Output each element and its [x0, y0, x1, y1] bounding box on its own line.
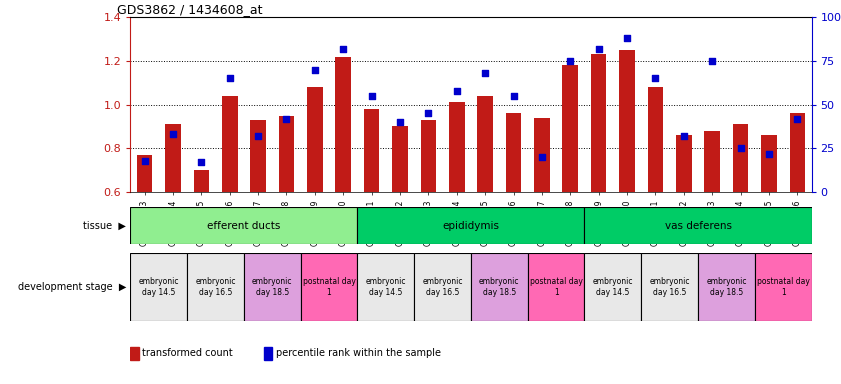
Bar — [264, 347, 272, 360]
Text: vas deferens: vas deferens — [664, 220, 732, 231]
Bar — [336, 56, 351, 192]
Bar — [591, 55, 606, 192]
Bar — [307, 87, 323, 192]
Point — [450, 88, 463, 94]
Bar — [357, 253, 414, 321]
Text: tissue  ▶: tissue ▶ — [83, 220, 126, 231]
Point — [677, 133, 690, 139]
Text: embryonic
day 14.5: embryonic day 14.5 — [593, 277, 633, 297]
Point — [194, 159, 208, 166]
Bar — [676, 135, 691, 192]
Point — [621, 35, 634, 41]
Point — [762, 151, 775, 157]
Point — [167, 131, 180, 137]
Bar — [584, 253, 641, 321]
Text: embryonic
day 14.5: embryonic day 14.5 — [366, 277, 406, 297]
Point — [138, 157, 151, 164]
Bar — [478, 96, 493, 192]
Text: postnatal day
1: postnatal day 1 — [303, 277, 356, 297]
Bar — [733, 124, 748, 192]
Text: embryonic
day 18.5: embryonic day 18.5 — [479, 277, 520, 297]
Text: efferent ducts: efferent ducts — [207, 220, 281, 231]
Point — [421, 110, 435, 116]
Point — [734, 145, 748, 151]
Bar — [278, 116, 294, 192]
Text: development stage  ▶: development stage ▶ — [18, 282, 126, 292]
Bar — [137, 155, 152, 192]
Text: GDS3862 / 1434608_at: GDS3862 / 1434608_at — [117, 3, 262, 16]
Bar — [648, 87, 664, 192]
Bar — [130, 347, 139, 360]
Text: postnatal day
1: postnatal day 1 — [757, 277, 810, 297]
Bar — [251, 120, 266, 192]
Bar — [187, 253, 244, 321]
Point — [507, 93, 521, 99]
Text: embryonic
day 18.5: embryonic day 18.5 — [706, 277, 747, 297]
Point — [394, 119, 407, 125]
Bar — [761, 135, 777, 192]
Point — [706, 58, 719, 64]
Point — [791, 116, 804, 122]
Point — [592, 46, 606, 52]
Bar — [357, 207, 584, 244]
Bar — [420, 120, 436, 192]
Bar — [563, 65, 578, 192]
Bar — [528, 253, 584, 321]
Point — [280, 116, 294, 122]
Text: percentile rank within the sample: percentile rank within the sample — [276, 348, 441, 358]
Bar — [505, 113, 521, 192]
Bar — [165, 124, 181, 192]
Text: embryonic
day 16.5: embryonic day 16.5 — [195, 277, 235, 297]
Bar — [790, 113, 805, 192]
Bar — [414, 253, 471, 321]
Point — [535, 154, 548, 160]
Bar — [698, 253, 755, 321]
Text: embryonic
day 18.5: embryonic day 18.5 — [252, 277, 293, 297]
Bar — [705, 131, 720, 192]
Bar — [619, 50, 635, 192]
Bar — [584, 207, 812, 244]
Text: embryonic
day 14.5: embryonic day 14.5 — [139, 277, 179, 297]
Bar — [130, 253, 187, 321]
Text: transformed count: transformed count — [142, 348, 233, 358]
Point — [223, 75, 236, 81]
Bar — [193, 170, 209, 192]
Text: epididymis: epididymis — [442, 220, 500, 231]
Bar — [471, 253, 528, 321]
Text: embryonic
day 16.5: embryonic day 16.5 — [649, 277, 690, 297]
Text: postnatal day
1: postnatal day 1 — [530, 277, 583, 297]
Bar — [449, 103, 464, 192]
Point — [479, 70, 492, 76]
Bar — [300, 253, 357, 321]
Text: embryonic
day 16.5: embryonic day 16.5 — [422, 277, 463, 297]
Bar — [392, 126, 408, 192]
Bar — [244, 253, 300, 321]
Bar — [641, 253, 698, 321]
Bar — [364, 109, 379, 192]
Bar — [534, 118, 550, 192]
Point — [563, 58, 577, 64]
Point — [365, 93, 378, 99]
Bar — [754, 253, 812, 321]
Bar — [130, 207, 357, 244]
Bar — [222, 96, 237, 192]
Point — [336, 46, 350, 52]
Point — [308, 67, 321, 73]
Point — [251, 133, 265, 139]
Point — [648, 75, 662, 81]
